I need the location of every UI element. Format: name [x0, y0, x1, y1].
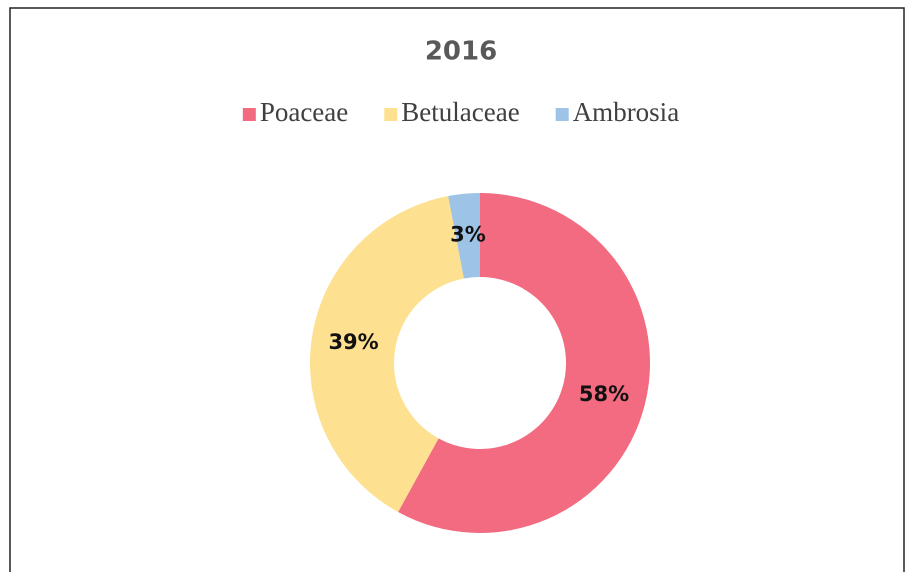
- legend-swatch: [242, 108, 256, 121]
- donut-slice: [398, 193, 650, 533]
- legend-label: Ambrosia: [573, 97, 680, 127]
- donut-slice: [448, 193, 480, 279]
- legend-label: Betulaceae: [401, 97, 519, 127]
- chart-title: 2016: [425, 37, 497, 67]
- donut-slice: [309, 196, 464, 512]
- legend-swatch: [384, 108, 398, 121]
- data-label: 58%: [579, 382, 629, 406]
- data-label: 3%: [450, 223, 486, 247]
- legend-swatch: [555, 108, 569, 121]
- legend-label: Poaceae: [260, 97, 348, 127]
- data-label: 39%: [328, 330, 378, 354]
